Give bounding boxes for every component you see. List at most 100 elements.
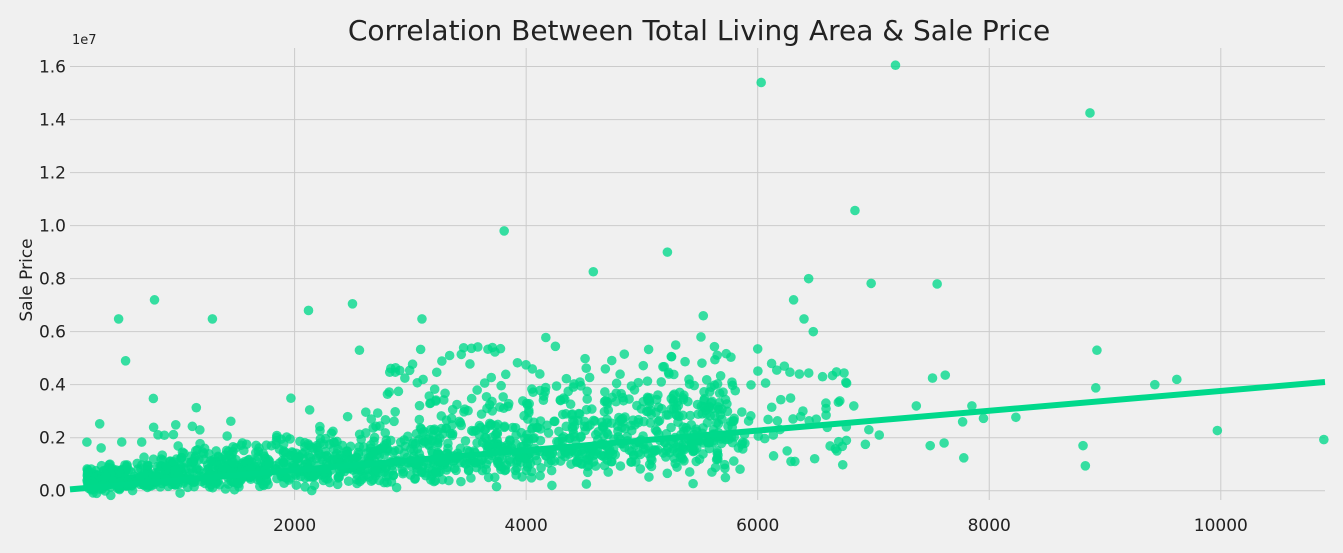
data-point [491, 481, 502, 492]
data-point [136, 437, 147, 447]
data-point [839, 368, 849, 378]
data-point [603, 405, 614, 415]
data-point [768, 430, 779, 440]
data-point [239, 445, 249, 456]
data-point [584, 372, 595, 383]
data-point [581, 479, 592, 489]
data-point [727, 377, 737, 387]
data-point [653, 416, 663, 427]
y-tick-label: 0.8 [39, 270, 66, 290]
data-point [830, 443, 841, 454]
data-point [443, 443, 453, 454]
data-point [182, 482, 193, 493]
data-point [768, 451, 779, 461]
data-point [486, 372, 497, 383]
data-point [149, 295, 160, 305]
data-point [672, 462, 682, 472]
data-point [343, 476, 354, 487]
data-point [581, 404, 592, 415]
data-point [400, 373, 410, 383]
data-point [153, 430, 163, 440]
data-point [766, 402, 777, 413]
data-point [611, 388, 622, 398]
data-point [557, 409, 568, 420]
data-point [94, 419, 105, 429]
data-point [148, 393, 159, 404]
data-point [466, 393, 477, 404]
data-point [599, 430, 609, 441]
data-point [860, 439, 871, 450]
data-point [393, 386, 404, 397]
data-point [957, 416, 968, 427]
data-point [746, 380, 756, 390]
data-point [890, 60, 901, 71]
data-point [481, 464, 492, 475]
data-point [582, 386, 592, 397]
data-point [581, 363, 592, 373]
data-point [390, 407, 400, 417]
data-point [394, 365, 405, 376]
data-point [295, 436, 305, 447]
data-point [582, 421, 593, 432]
data-point [264, 456, 275, 467]
data-point [666, 351, 677, 362]
data-point [505, 457, 516, 467]
data-point [199, 443, 210, 454]
data-point [786, 456, 796, 467]
data-point [465, 359, 475, 369]
data-point [1078, 440, 1088, 451]
data-point [168, 429, 179, 440]
data-point [615, 461, 626, 471]
data-point [398, 467, 409, 477]
data-point [407, 359, 418, 370]
data-point [808, 326, 819, 337]
data-point [717, 414, 727, 424]
data-point [794, 369, 805, 379]
data-point [866, 278, 876, 289]
data-point [730, 385, 741, 396]
data-point [1172, 374, 1182, 385]
data-point [598, 451, 609, 462]
data-point [528, 433, 539, 444]
data-point [753, 366, 763, 376]
data-point [304, 405, 315, 415]
data-point [360, 407, 371, 417]
data-point [429, 384, 440, 394]
data-point [458, 342, 469, 353]
data-point [547, 480, 557, 491]
data-point [604, 444, 615, 455]
data-point [596, 417, 607, 427]
y-tick-label: 0.2 [39, 429, 66, 449]
data-point [1090, 383, 1101, 393]
data-point [712, 350, 722, 361]
data-point [436, 411, 447, 421]
data-point [229, 458, 239, 468]
y-axis-label: Sale Price [17, 238, 37, 321]
data-point [803, 273, 814, 284]
data-point [554, 426, 564, 437]
data-point [498, 392, 508, 402]
y-tick-label: 1.0 [39, 217, 66, 237]
data-point [600, 387, 610, 397]
data-point [511, 470, 521, 480]
data-point [668, 390, 679, 401]
y-tick-label: 1.2 [39, 164, 66, 184]
data-point [385, 435, 396, 446]
y-tick-label: 1.4 [39, 111, 66, 131]
data-point [763, 414, 773, 425]
data-point [382, 389, 393, 399]
data-point [444, 475, 454, 486]
data-point [661, 452, 671, 462]
data-point [788, 295, 799, 305]
data-point [663, 410, 673, 420]
data-point [978, 413, 989, 424]
data-point [266, 440, 277, 451]
data-point [139, 452, 149, 463]
data-point [527, 423, 538, 433]
data-point [647, 455, 657, 465]
data-point [795, 411, 806, 422]
data-point [148, 422, 159, 433]
data-point [472, 385, 482, 395]
data-point [440, 388, 450, 399]
data-point [580, 353, 590, 364]
